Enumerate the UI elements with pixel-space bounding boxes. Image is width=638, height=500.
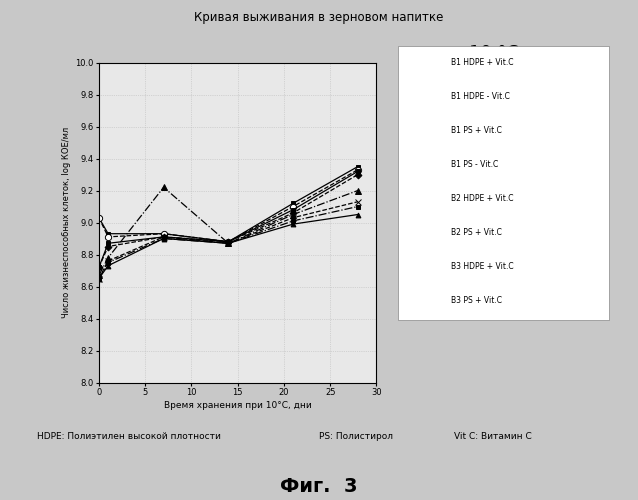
Text: HDPE: Полиэтилен высокой плотности: HDPE: Полиэтилен высокой плотности [37,432,221,441]
Text: B1 PS + Vit.C: B1 PS + Vit.C [451,126,502,135]
Y-axis label: Число жизнеспособных клеток, log КОЕ/мл: Число жизнеспособных клеток, log КОЕ/мл [62,127,71,318]
Text: Кривая выживания в зерновом напитке: Кривая выживания в зерновом напитке [195,11,443,24]
Text: B3 HDPE + Vit.C: B3 HDPE + Vit.C [451,262,514,271]
Text: PS: Полистирол: PS: Полистирол [319,432,393,441]
Text: Vit C: Витамин С: Vit C: Витамин С [454,432,531,441]
Text: Фиг.  3: Фиг. 3 [280,476,358,496]
Text: B2 HDPE + Vit.C: B2 HDPE + Vit.C [451,194,514,203]
Text: B1 PS - Vit.C: B1 PS - Vit.C [451,160,498,169]
Text: B3 PS + Vit.C: B3 PS + Vit.C [451,296,502,305]
Text: при: при [447,48,466,58]
X-axis label: Время хранения при 10°C, дни: Время хранения при 10°C, дни [164,401,311,410]
Text: B1 HDPE - Vit.C: B1 HDPE - Vit.C [451,92,510,101]
Text: B2 PS + Vit.C: B2 PS + Vit.C [451,228,502,237]
Text: B1 HDPE + Vit.C: B1 HDPE + Vit.C [451,58,514,67]
Text: 10 °C: 10 °C [469,44,519,62]
